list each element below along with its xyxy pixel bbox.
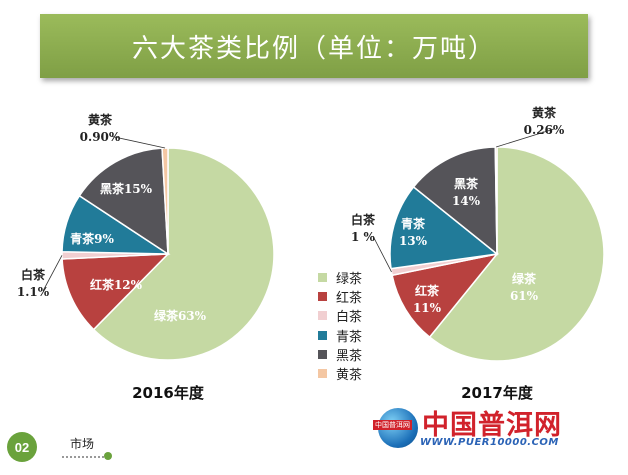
pie-data-label: 黄茶 0.90% (80, 112, 121, 144)
pie-slice-2-2 (391, 252, 499, 339)
legend-swatch (318, 369, 327, 379)
legend-item: 白茶 (318, 306, 362, 325)
leader-line (42, 255, 63, 292)
legend-label: 青茶 (336, 329, 363, 345)
pie-data-label: 绿茶 61% (510, 271, 539, 303)
pie-data-label: 白茶 1.1% (17, 267, 50, 299)
pie-slice-1-2 (61, 253, 170, 331)
leader-line (496, 128, 555, 148)
footer-divider (62, 456, 104, 458)
leader-line (109, 135, 166, 149)
pie-data-label: 黑茶15% (100, 181, 153, 196)
legend-swatch (318, 292, 327, 302)
pie-slice-1-1 (92, 147, 275, 361)
chart-title: 六大茶类比例（单位：万吨） (131, 33, 496, 64)
pie-data-label: 红茶 11% (413, 283, 442, 315)
pie-data-label: 红茶12% (90, 277, 143, 292)
pie-data-label: 黄茶 0.26% (524, 105, 565, 137)
pie-title: 2016年度 (132, 384, 205, 402)
pie-slice-2-4 (389, 185, 499, 270)
pie-data-label: 绿茶63% (154, 308, 207, 323)
legend-swatch (318, 273, 327, 283)
pie-slice-2-5 (412, 146, 498, 256)
footer-dot-icon (104, 452, 112, 460)
legend-label: 黑茶 (336, 348, 363, 364)
legend-label: 红茶 (336, 291, 363, 307)
legend-label: 白茶 (336, 310, 363, 326)
watermark-tag: 中国普洱网 (373, 420, 412, 430)
legend-swatch (318, 330, 327, 340)
pie-data-label: 白茶 1 % (351, 212, 376, 244)
pie-data-label: 青茶 13% (399, 216, 428, 248)
legend-item: 黄茶 (318, 364, 362, 383)
pie-title: 2017年度 (461, 384, 534, 402)
pie-data-label: 黑茶 14% (452, 176, 481, 208)
watermark-url: WWW.PUER10000.COM (420, 437, 559, 448)
legend-label: 绿茶 (336, 272, 363, 288)
legend-swatch (318, 349, 327, 359)
legend-item: 绿茶 (318, 268, 362, 287)
legend-item: 青茶 (318, 326, 362, 345)
watermark-title: 中国普洱网 (422, 410, 562, 441)
title-banner: 六大茶类比例（单位：万吨） (40, 14, 588, 78)
pie-slice-1-5 (78, 147, 169, 256)
pie-slice-2-1 (428, 146, 605, 362)
legend-swatch (318, 311, 327, 321)
leader-line (372, 235, 392, 273)
legend-item: 黑茶 (318, 345, 362, 364)
section-number-badge: 02 (7, 432, 37, 462)
legend-label: 黄茶 (336, 368, 363, 384)
legend: 绿茶红茶白茶青茶黑茶黄茶 (318, 268, 362, 383)
legend-item: 红茶 (318, 287, 362, 306)
pie-data-label: 青茶9% (70, 231, 114, 246)
section-label: 市场 (70, 437, 95, 451)
